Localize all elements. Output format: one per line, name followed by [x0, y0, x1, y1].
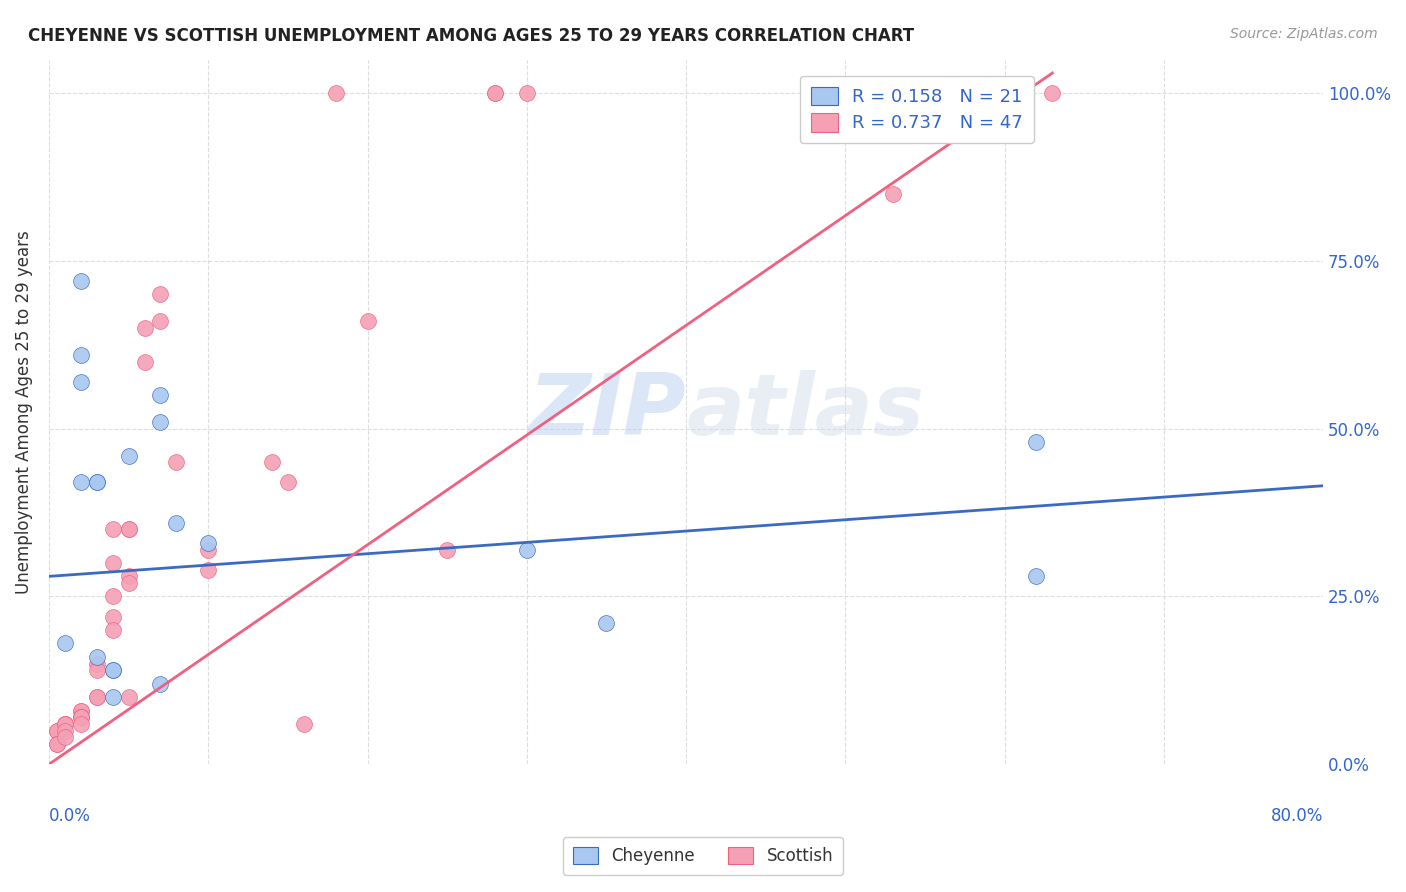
Point [101, 556, 124, 570]
Point [595, 616, 617, 631]
Point [69, 704, 91, 718]
Point [53, 731, 76, 745]
Point [260, 455, 283, 469]
Point [53, 717, 76, 731]
Point [101, 623, 124, 637]
Point [882, 186, 904, 201]
Point [117, 576, 139, 591]
Point [1025, 569, 1047, 583]
Point [69, 475, 91, 490]
Point [149, 287, 172, 301]
Point [86, 475, 108, 490]
Point [516, 542, 538, 557]
Point [53, 717, 76, 731]
Point [516, 86, 538, 100]
Point [325, 86, 347, 100]
Point [86, 690, 108, 705]
Point [45, 723, 67, 738]
Point [45, 737, 67, 751]
Point [86, 649, 108, 664]
Point [101, 663, 124, 677]
Point [117, 569, 139, 583]
Point [69, 710, 91, 724]
Text: Source: ZipAtlas.com: Source: ZipAtlas.com [1230, 27, 1378, 41]
Point [45, 737, 67, 751]
Point [69, 710, 91, 724]
Point [86, 690, 108, 705]
Point [484, 86, 506, 100]
Legend: Cheyenne, Scottish: Cheyenne, Scottish [562, 837, 844, 875]
Point [436, 542, 458, 557]
Point [165, 455, 187, 469]
Point [101, 522, 124, 536]
Point [86, 475, 108, 490]
Point [69, 348, 91, 362]
Point [53, 723, 76, 738]
Text: CHEYENNE VS SCOTTISH UNEMPLOYMENT AMONG AGES 25 TO 29 YEARS CORRELATION CHART: CHEYENNE VS SCOTTISH UNEMPLOYMENT AMONG … [28, 27, 914, 45]
Text: ZIP: ZIP [529, 370, 686, 453]
Point [53, 636, 76, 650]
Point [69, 375, 91, 389]
Legend: R = 0.158   N = 21, R = 0.737   N = 47: R = 0.158 N = 21, R = 0.737 N = 47 [800, 76, 1033, 144]
Point [117, 449, 139, 463]
Point [197, 536, 219, 550]
Point [117, 522, 139, 536]
Point [69, 717, 91, 731]
Point [197, 542, 219, 557]
Point [484, 86, 506, 100]
Point [45, 723, 67, 738]
Point [101, 609, 124, 624]
Point [69, 274, 91, 288]
Point [1025, 435, 1047, 450]
Point [149, 415, 172, 429]
Text: 0.0%: 0.0% [49, 806, 91, 824]
Text: atlas: atlas [686, 370, 924, 453]
Point [101, 663, 124, 677]
Point [149, 677, 172, 691]
Point [69, 704, 91, 718]
Y-axis label: Unemployment Among Ages 25 to 29 years: Unemployment Among Ages 25 to 29 years [15, 230, 32, 594]
Point [101, 590, 124, 604]
Point [117, 522, 139, 536]
Point [69, 710, 91, 724]
Point [117, 690, 139, 705]
Point [149, 314, 172, 328]
Point [277, 475, 299, 490]
Point [86, 663, 108, 677]
Point [356, 314, 378, 328]
Point [197, 563, 219, 577]
Point [1040, 86, 1063, 100]
Point [86, 657, 108, 671]
Point [101, 690, 124, 705]
Point [134, 354, 156, 368]
Point [292, 717, 315, 731]
Text: 80.0%: 80.0% [1271, 806, 1323, 824]
Point [149, 388, 172, 402]
Point [165, 516, 187, 530]
Point [134, 321, 156, 335]
Point [53, 717, 76, 731]
